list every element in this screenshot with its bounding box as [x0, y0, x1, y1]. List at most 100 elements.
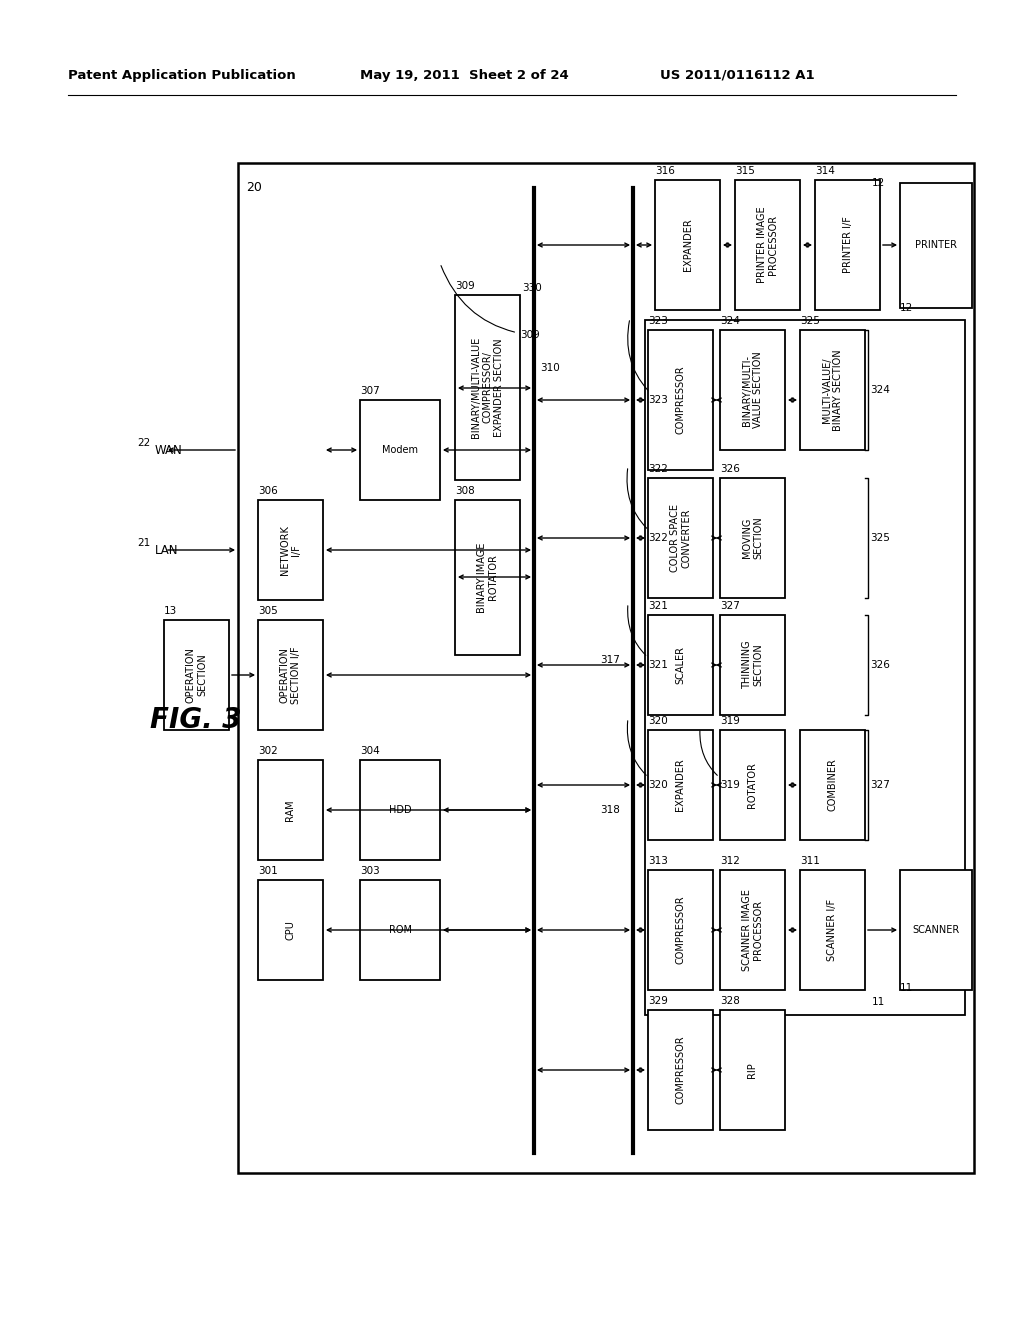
Text: 326: 326 — [720, 465, 740, 474]
Text: 308: 308 — [455, 486, 475, 496]
Text: 330: 330 — [522, 282, 542, 293]
Text: ROTATOR: ROTATOR — [748, 762, 758, 808]
Text: Patent Application Publication: Patent Application Publication — [68, 69, 296, 82]
Text: 327: 327 — [870, 780, 890, 789]
Text: CPU: CPU — [286, 920, 296, 940]
Text: HDD: HDD — [389, 805, 412, 814]
Text: ROM: ROM — [388, 925, 412, 935]
Text: NETWORK
I/F: NETWORK I/F — [280, 525, 301, 576]
Text: 301: 301 — [258, 866, 278, 876]
Text: 319: 319 — [699, 731, 740, 789]
Text: 306: 306 — [258, 486, 278, 496]
Text: 13: 13 — [164, 606, 177, 616]
Text: SCANNER I/F: SCANNER I/F — [827, 899, 838, 961]
Text: 314: 314 — [815, 166, 835, 176]
Text: 327: 327 — [720, 601, 740, 611]
Text: 329: 329 — [648, 997, 668, 1006]
Bar — [800, 870, 865, 990]
Bar — [238, 162, 974, 1173]
Text: OPERATION
SECTION: OPERATION SECTION — [185, 647, 207, 704]
Text: 20: 20 — [246, 181, 262, 194]
Bar — [655, 180, 720, 310]
Text: US 2011/0116112 A1: US 2011/0116112 A1 — [660, 69, 815, 82]
Bar — [720, 870, 785, 990]
Bar — [800, 730, 865, 840]
Text: 309: 309 — [441, 265, 540, 341]
Text: 320: 320 — [628, 721, 668, 789]
Text: 321: 321 — [628, 606, 668, 671]
Text: 302: 302 — [258, 746, 278, 756]
Bar — [720, 478, 785, 598]
Bar — [360, 400, 440, 500]
Bar — [735, 180, 800, 310]
Bar — [258, 500, 323, 601]
Text: 319: 319 — [720, 715, 740, 726]
Text: 11: 11 — [872, 997, 886, 1007]
Bar — [720, 1010, 785, 1130]
Text: EXPANDER: EXPANDER — [676, 759, 685, 812]
Text: 303: 303 — [360, 866, 380, 876]
Bar — [648, 1010, 713, 1130]
Text: COMPRESSOR: COMPRESSOR — [676, 896, 685, 965]
Text: SCANNER: SCANNER — [912, 925, 959, 935]
Text: SCANNER IMAGE
PROCESSOR: SCANNER IMAGE PROCESSOR — [741, 890, 763, 972]
Text: WAN: WAN — [155, 444, 182, 457]
Text: EXPANDER: EXPANDER — [683, 219, 692, 272]
Bar — [800, 330, 865, 450]
Text: COMPRESSOR: COMPRESSOR — [676, 366, 685, 434]
Text: 22: 22 — [137, 438, 150, 447]
Text: 325: 325 — [800, 315, 820, 326]
Text: 311: 311 — [800, 855, 820, 866]
Text: PRINTER IMAGE
PROCESSOR: PRINTER IMAGE PROCESSOR — [757, 207, 778, 284]
Text: 324: 324 — [870, 385, 890, 395]
Bar — [258, 620, 323, 730]
Text: OPERATION
SECTION I/F: OPERATION SECTION I/F — [280, 647, 301, 704]
Bar — [164, 620, 229, 730]
Text: 321: 321 — [648, 601, 668, 611]
Text: 320: 320 — [648, 715, 668, 726]
Text: 322: 322 — [627, 469, 668, 543]
Bar — [648, 870, 713, 990]
Text: 21: 21 — [137, 539, 150, 548]
Bar — [720, 330, 785, 450]
Text: PRINTER: PRINTER — [915, 240, 957, 251]
Text: 322: 322 — [648, 465, 668, 474]
Text: Modem: Modem — [382, 445, 418, 455]
Text: BINARY IMAGE
ROTATOR: BINARY IMAGE ROTATOR — [477, 543, 499, 612]
Bar — [720, 615, 785, 715]
Bar — [648, 330, 713, 470]
Text: 304: 304 — [360, 746, 380, 756]
Text: 323: 323 — [648, 315, 668, 326]
Text: 326: 326 — [870, 660, 890, 671]
Bar — [648, 730, 713, 840]
Bar — [455, 500, 520, 655]
Text: 318: 318 — [600, 805, 620, 814]
Text: RAM: RAM — [286, 799, 296, 821]
Text: 12: 12 — [900, 304, 913, 313]
Text: 313: 313 — [648, 855, 668, 866]
Text: May 19, 2011  Sheet 2 of 24: May 19, 2011 Sheet 2 of 24 — [360, 69, 568, 82]
Text: RIP: RIP — [748, 1063, 758, 1078]
Text: MOVING
SECTION: MOVING SECTION — [741, 516, 763, 560]
Text: 305: 305 — [258, 606, 278, 616]
Text: MULTI-VALUE/
BINARY SECTION: MULTI-VALUE/ BINARY SECTION — [821, 350, 844, 430]
Text: SCALER: SCALER — [676, 645, 685, 684]
Bar — [360, 760, 440, 861]
Bar — [900, 183, 972, 308]
Text: 328: 328 — [720, 997, 740, 1006]
Text: 315: 315 — [735, 166, 755, 176]
Text: 12: 12 — [872, 178, 886, 187]
Text: COMPRESSOR: COMPRESSOR — [676, 1036, 685, 1105]
Text: 317: 317 — [600, 655, 620, 665]
Text: THINNING
SECTION: THINNING SECTION — [741, 640, 763, 689]
Text: 324: 324 — [720, 315, 740, 326]
Bar — [258, 760, 323, 861]
Text: LAN: LAN — [155, 544, 178, 557]
Text: 323: 323 — [628, 321, 668, 405]
Text: 307: 307 — [360, 385, 380, 396]
Text: 312: 312 — [720, 855, 740, 866]
Text: BINARY/MULTI-
VALUE SECTION: BINARY/MULTI- VALUE SECTION — [741, 351, 763, 429]
Bar — [258, 880, 323, 979]
Text: 309: 309 — [455, 281, 475, 290]
Bar — [360, 880, 440, 979]
